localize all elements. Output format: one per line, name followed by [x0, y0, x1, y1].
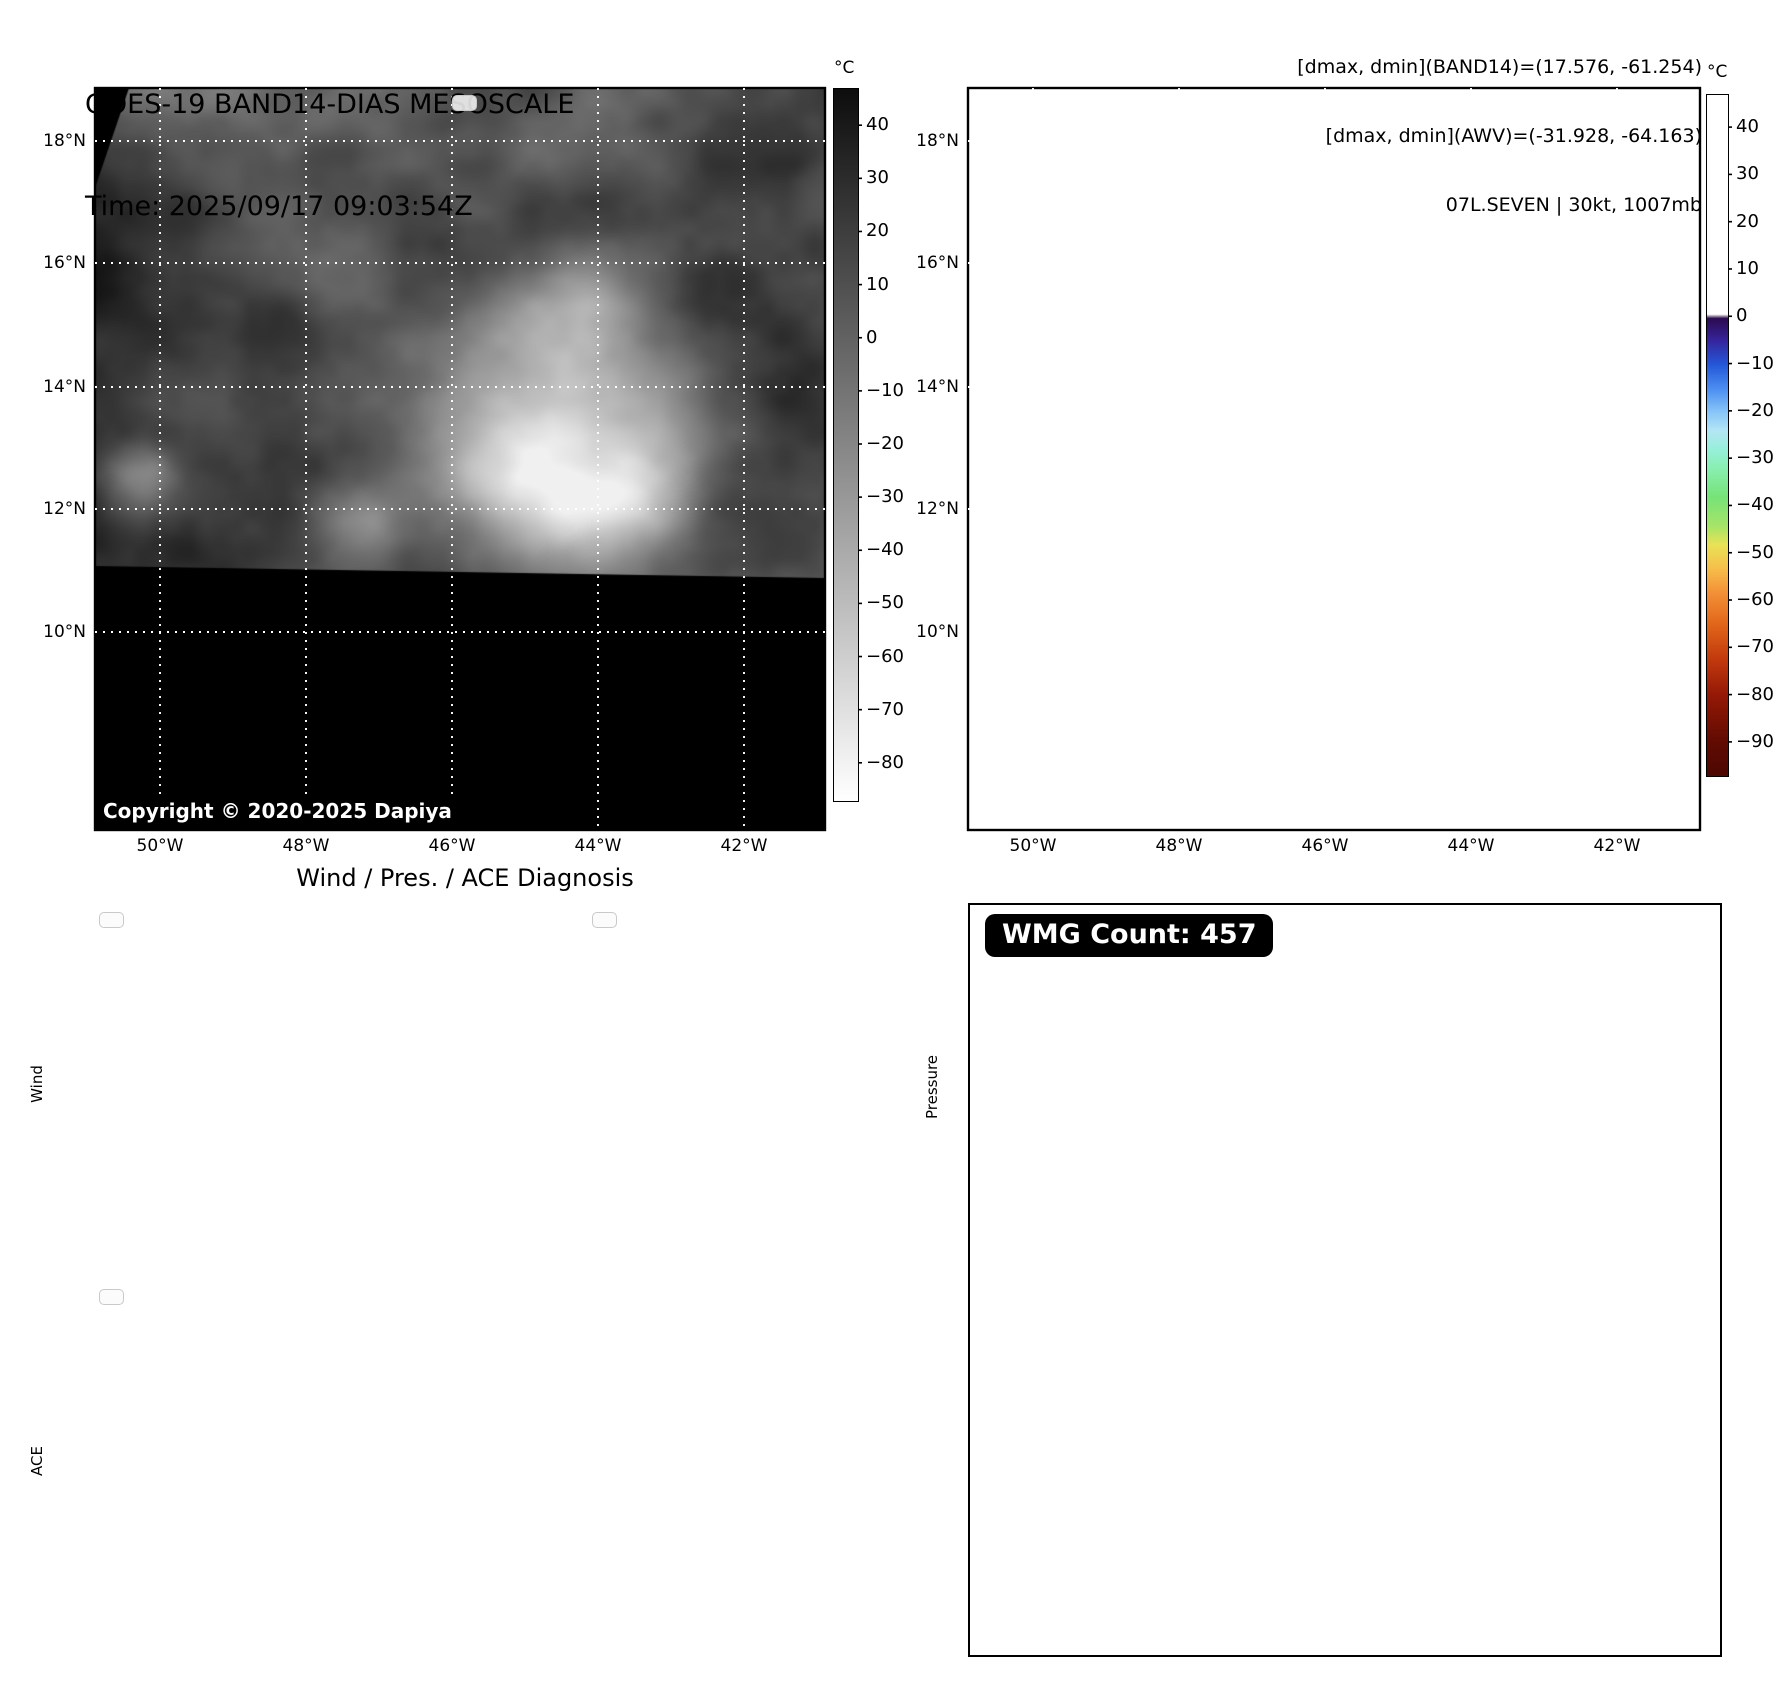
awv-colorbar-tick-label: −90 [1736, 730, 1774, 752]
awv-colorbar-tick-label: −60 [1736, 589, 1774, 611]
awv-colorbar-tick-label: −40 [1736, 494, 1774, 516]
band14-lat-tick-label: 14°N [43, 377, 86, 397]
awv-colorbar-tick-label: 20 [1736, 210, 1759, 232]
awv-colorbar-tick-label: 30 [1736, 163, 1759, 185]
band14-lon-tick-label: 50°W [136, 836, 184, 856]
awv-colorbar-tick-label: −30 [1736, 447, 1774, 469]
band14-colorbar-tick-label: −50 [866, 592, 904, 614]
awv-lat-tick-label: 18°N [916, 131, 959, 151]
band14-title-block: GOES-19 BAND14-DIAS MESOSCALE Time: 2025… [85, 20, 574, 292]
awv-lon-tick-label: 48°W [1155, 836, 1203, 856]
band14-colorbar-unit: °C [834, 58, 855, 78]
band14-lat-tick-label: 18°N [43, 131, 86, 151]
copyright-label: Copyright © 2020-2025 Dapiya [95, 795, 464, 829]
wind-axis-label: Wind [27, 1065, 46, 1103]
band14-map-legend [452, 95, 477, 111]
band14-time: Time: 2025/09/17 09:03:54Z [85, 191, 473, 222]
band14-colorbar-tick-label: −70 [866, 698, 904, 720]
awv-colorbar-tick-label: −50 [1736, 541, 1774, 563]
band14-colorbar-tick-label: 40 [866, 114, 889, 136]
awv-colorbar-tick-label: −70 [1736, 636, 1774, 658]
awv-lat-tick-label: 16°N [916, 253, 959, 273]
wmg-count-badge: WMG Count: 457 [985, 914, 1274, 957]
awv-colorbar [1706, 94, 1729, 777]
band14-colorbar-tick-label: −60 [866, 645, 904, 667]
awv-lat-tick-label: 10°N [916, 622, 959, 642]
awv-colorbar-tick-label: −80 [1736, 683, 1774, 705]
band14-colorbar-tick-label: −40 [866, 539, 904, 561]
awv-colorbar-tick-label: 40 [1736, 116, 1759, 138]
band14-colorbar-tick-label: 20 [866, 220, 889, 242]
awv-lat-tick-label: 14°N [916, 377, 959, 397]
diagnosis-title: Wind / Pres. / ACE Diagnosis [296, 864, 634, 892]
awv-lon-tick-label: 46°W [1301, 836, 1349, 856]
pressure-legend [592, 912, 617, 928]
band14-title: GOES-19 BAND14-DIAS MESOSCALE [85, 89, 575, 120]
awv-lat-tick-label: 12°N [916, 499, 959, 519]
band14-colorbar-tick-label: 0 [866, 326, 878, 348]
band14-lon-tick-label: 42°W [720, 836, 768, 856]
pressure-axis-label: Pressure [923, 1054, 942, 1120]
band14-lon-tick-label: 48°W [282, 836, 330, 856]
band14-lat-tick-label: 12°N [43, 499, 86, 519]
awv-header-line-band14: [dmax, dmin](BAND14)=(17.576, -61.254) [1297, 56, 1702, 78]
band14-lat-tick-label: 10°N [43, 622, 86, 642]
awv-colorbar-tick-label: 10 [1736, 257, 1759, 279]
awv-header-line-storm: 07L.SEVEN | 30kt, 1007mb [1445, 194, 1702, 216]
awv-lon-tick-label: 42°W [1593, 836, 1641, 856]
awv-header-line-awv: [dmax, dmin](AWV)=(-31.928, -64.163) [1325, 125, 1702, 147]
band14-colorbar-tick-label: 30 [866, 167, 889, 189]
band14-colorbar-tick-label: −10 [866, 379, 904, 401]
awv-lon-tick-label: 44°W [1447, 836, 1495, 856]
band14-colorbar-tick-label: 10 [866, 273, 889, 295]
awv-colorbar-tick-label: −10 [1736, 352, 1774, 374]
ace-axis-label: ACE [27, 1446, 46, 1476]
band14-lon-tick-label: 44°W [574, 836, 622, 856]
awv-colorbar-tick-label: 0 [1736, 305, 1748, 327]
band14-lat-tick-label: 16°N [43, 253, 86, 273]
awv-colorbar-tick-label: −20 [1736, 399, 1774, 421]
awv-header-block: [dmax, dmin](BAND14)=(17.576, -61.254) [… [900, 10, 1702, 263]
band14-colorbar [833, 88, 859, 802]
awv-lon-tick-label: 50°W [1009, 836, 1057, 856]
band14-lon-tick-label: 46°W [428, 836, 476, 856]
awv-colorbar-unit: °C [1707, 62, 1728, 82]
band14-colorbar-tick-label: −80 [866, 751, 904, 773]
wind-legend [99, 912, 124, 928]
ace-legend [99, 1289, 124, 1305]
band14-colorbar-tick-label: −20 [866, 433, 904, 454]
band14-colorbar-tick-label: −30 [866, 486, 904, 508]
